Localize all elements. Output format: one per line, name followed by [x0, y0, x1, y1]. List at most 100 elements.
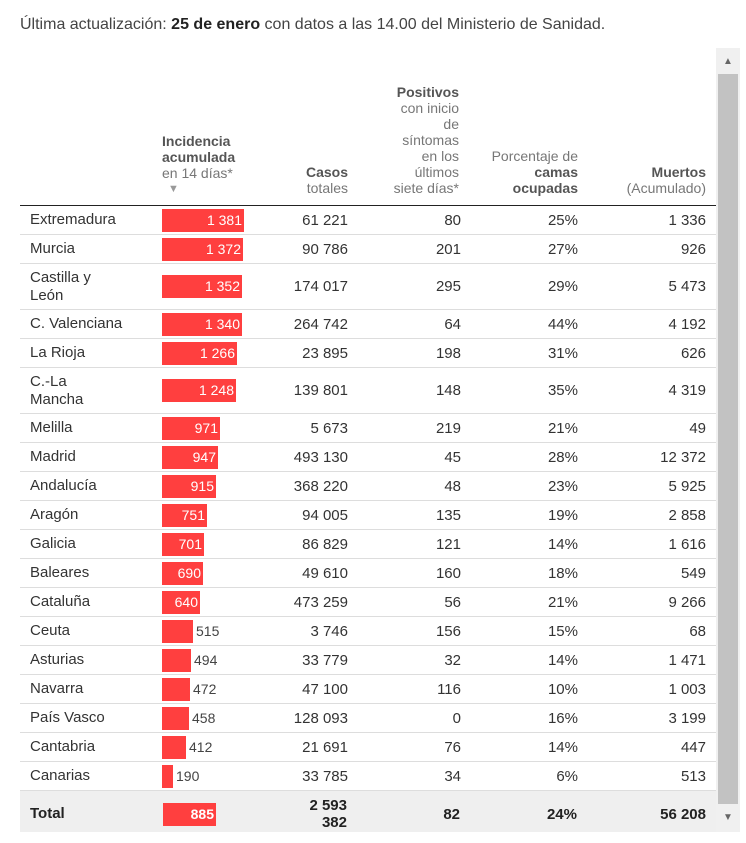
incidence-bar: 1 266 — [162, 341, 237, 365]
incidence-bar: 915 — [162, 474, 216, 498]
scrollbar-thumb[interactable] — [718, 74, 738, 804]
incidence-bar: 701 — [162, 532, 204, 556]
deaths-accumulated: 513 — [578, 761, 716, 791]
scroll-down-arrow-icon[interactable]: ▼ — [723, 812, 733, 823]
incidence-cell: 412 — [162, 732, 282, 762]
beds-occupied-percent: 31% — [461, 338, 578, 368]
cases-total: 61 221 — [282, 205, 348, 235]
deaths-accumulated: 926 — [578, 234, 716, 264]
incidence-cell: 690 — [162, 558, 282, 588]
table-row: Ceuta 515 3 746 156 15% 68 — [20, 616, 716, 646]
incidence-cell: 701 — [162, 529, 282, 559]
incidence-cell: 1 372 — [162, 234, 282, 264]
total-row: Total 885 2 593 382 82 24% 56 208 — [20, 790, 716, 832]
positives-header-title: Positivos — [396, 84, 459, 100]
incidence-value: 1 352 — [204, 278, 240, 294]
total-deaths: 56 208 — [578, 790, 716, 832]
table-scroll-area[interactable]: Incidencia acumulada en 14 días* ▼ Casos… — [20, 48, 716, 832]
beds-occupied-percent: 16% — [461, 703, 578, 733]
vertical-scrollbar[interactable]: ▲ ▼ — [716, 48, 740, 832]
incidence-value: 412 — [189, 738, 213, 755]
incidence-value: 915 — [190, 477, 214, 494]
region-name: Navarra — [20, 674, 162, 704]
incidence-bar: 1 381 — [162, 208, 244, 232]
region-name: Extremadura — [20, 205, 162, 235]
total-incidence-cell: 885 — [162, 790, 282, 832]
incidence-bar: 472 — [162, 677, 216, 701]
incidence-value: 690 — [177, 564, 201, 581]
deaths-accumulated: 2 858 — [578, 500, 716, 530]
region-name: Castilla y León — [20, 263, 162, 310]
cases-column-header: Casos totales — [282, 48, 348, 206]
positives-last-7-days: 48 — [348, 471, 461, 501]
incidence-cell: 458 — [162, 703, 282, 733]
region-name: Galicia — [20, 529, 162, 559]
incidence-bar: 1 352 — [162, 275, 242, 298]
covid-regions-table: Incidencia acumulada en 14 días* ▼ Casos… — [20, 48, 716, 832]
incidence-value: 494 — [194, 651, 218, 668]
deaths-accumulated: 1 003 — [578, 674, 716, 704]
table-row: Andalucía 915 368 220 48 23% 5 925 — [20, 471, 716, 501]
positives-last-7-days: 201 — [348, 234, 461, 264]
cases-total: 264 742 — [282, 309, 348, 339]
total-label: Total — [20, 790, 162, 832]
positives-last-7-days: 32 — [348, 645, 461, 675]
table-row: Aragón 751 94 005 135 19% 2 858 — [20, 500, 716, 530]
incidence-value: 1 266 — [199, 344, 235, 361]
total-beds: 24% — [461, 790, 578, 832]
table-row: Cantabria 412 21 691 76 14% 447 — [20, 732, 716, 762]
positives-last-7-days: 34 — [348, 761, 461, 791]
incidence-value: 1 381 — [206, 211, 242, 228]
incidence-cell: 1 381 — [162, 205, 282, 235]
incidence-value: 1 340 — [204, 315, 240, 332]
beds-occupied-percent: 14% — [461, 529, 578, 559]
beds-occupied-percent: 14% — [461, 645, 578, 675]
table-row: C.-La Mancha 1 248 139 801 148 35% 4 319 — [20, 367, 716, 414]
incidence-bar: 1 340 — [162, 312, 242, 336]
beds-occupied-percent: 25% — [461, 205, 578, 235]
incidence-value: 458 — [192, 709, 216, 726]
incidence-value: 947 — [192, 448, 216, 465]
deaths-column-header: Muertos (Acumulado) — [578, 48, 716, 206]
incidence-column-header[interactable]: Incidencia acumulada en 14 días* ▼ — [162, 48, 282, 206]
table-row: C. Valenciana 1 340 264 742 64 44% 4 192 — [20, 309, 716, 339]
cases-total: 5 673 — [282, 413, 348, 443]
deaths-accumulated: 549 — [578, 558, 716, 588]
region-name: Cantabria — [20, 732, 162, 762]
table-row: Baleares 690 49 610 160 18% 549 — [20, 558, 716, 588]
beds-occupied-percent: 35% — [461, 367, 578, 414]
table-row: Melilla 971 5 673 219 21% 49 — [20, 413, 716, 443]
beds-occupied-percent: 27% — [461, 234, 578, 264]
incidence-cell: 1 248 — [162, 367, 282, 414]
sort-down-icon[interactable]: ▼ — [168, 183, 179, 195]
beds-occupied-percent: 18% — [461, 558, 578, 588]
beds-occupied-percent: 14% — [461, 732, 578, 762]
incidence-value: 701 — [178, 535, 202, 552]
incidence-cell: 1 266 — [162, 338, 282, 368]
cases-total: 23 895 — [282, 338, 348, 368]
incidence-bar: 1 248 — [162, 379, 236, 402]
region-name: Melilla — [20, 413, 162, 443]
incidence-value: 190 — [176, 767, 200, 784]
beds-header-title: camas ocupadas — [512, 164, 578, 196]
incidence-bar: 947 — [162, 445, 218, 469]
deaths-header-subtitle: (Acumulado) — [626, 180, 706, 196]
scroll-up-arrow-icon[interactable]: ▲ — [723, 56, 733, 67]
incidence-cell: 947 — [162, 442, 282, 472]
table-row: Galicia 701 86 829 121 14% 1 616 — [20, 529, 716, 559]
table-row: Madrid 947 493 130 45 28% 12 372 — [20, 442, 716, 472]
deaths-accumulated: 68 — [578, 616, 716, 646]
cases-total: 47 100 — [282, 674, 348, 704]
cases-total: 128 093 — [282, 703, 348, 733]
total-cases: 2 593 382 — [282, 790, 348, 832]
cases-total: 368 220 — [282, 471, 348, 501]
beds-occupied-percent: 28% — [461, 442, 578, 472]
incidence-header-title: Incidencia acumulada — [162, 133, 236, 165]
incidence-value: 1 372 — [205, 240, 241, 257]
positives-last-7-days: 148 — [348, 367, 461, 414]
cases-total: 139 801 — [282, 367, 348, 414]
last-update-prefix: Última actualización: — [20, 16, 172, 33]
region-name: Baleares — [20, 558, 162, 588]
cases-total: 90 786 — [282, 234, 348, 264]
table-row: País Vasco 458 128 093 0 16% 3 199 — [20, 703, 716, 733]
